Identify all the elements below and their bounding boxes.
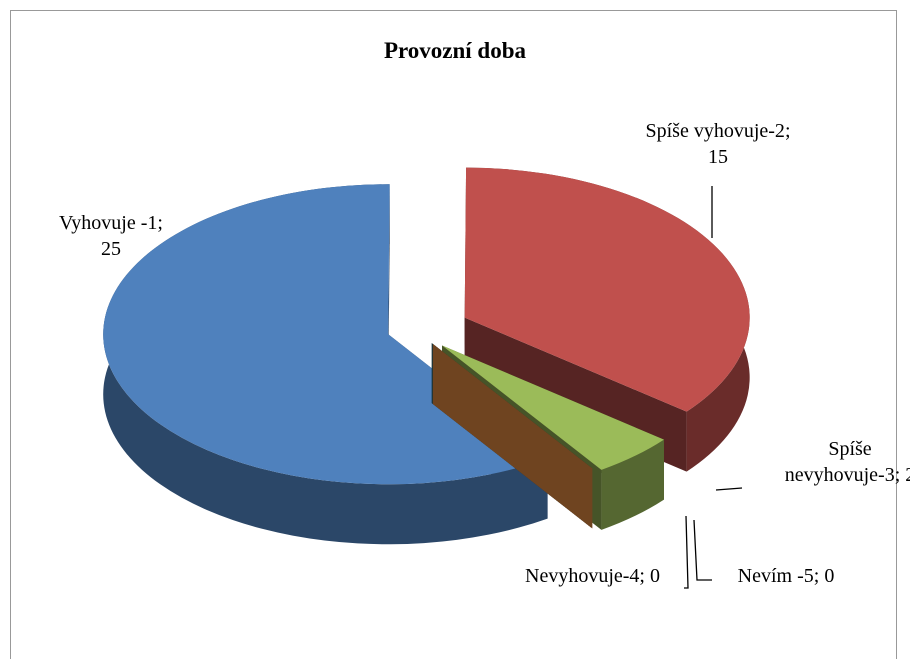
- leader-line: [693, 519, 712, 581]
- data-label: Vyhovuje -1; 25: [52, 210, 170, 262]
- label-value: 25: [101, 238, 121, 260]
- label-category: Spíše nevyhovuje-3: [784, 438, 895, 486]
- label-category: Spíše vyhovuje-2: [645, 120, 785, 142]
- slice-top: [432, 343, 593, 469]
- label-category: Nevím -5: [737, 565, 814, 587]
- data-label: Nevím -5; 0: [716, 563, 856, 589]
- slice: [432, 343, 593, 529]
- label-value: 0: [649, 565, 660, 587]
- data-label: Spíše nevyhovuje-3; 2: [780, 436, 910, 488]
- label-separator: ;: [894, 464, 906, 486]
- label-separator: ;: [784, 120, 791, 142]
- slice-edge: [432, 343, 593, 529]
- pie: [103, 167, 750, 545]
- label-separator: ;: [639, 565, 650, 587]
- label-value: 2: [905, 464, 910, 486]
- label-category: Nevyhovuje-4: [525, 565, 640, 587]
- label-separator: ;: [157, 212, 163, 234]
- slice-top: [442, 345, 664, 470]
- leader-line: [715, 487, 743, 491]
- slice-side: [601, 439, 664, 530]
- label-value: 0: [824, 565, 835, 587]
- data-label: Nevyhovuje-4; 0: [520, 563, 665, 589]
- slice-top: [103, 184, 548, 485]
- slice-top: [464, 167, 750, 412]
- label-separator: ;: [813, 565, 825, 587]
- chart-title: Provozní doba: [383, 38, 527, 63]
- label-value: 15: [708, 146, 728, 168]
- leader-lines: [684, 186, 743, 589]
- leader-line: [684, 515, 689, 589]
- label-category: Vyhovuje -1: [59, 212, 158, 234]
- data-label: Spíše vyhovuje-2; 15: [642, 118, 794, 170]
